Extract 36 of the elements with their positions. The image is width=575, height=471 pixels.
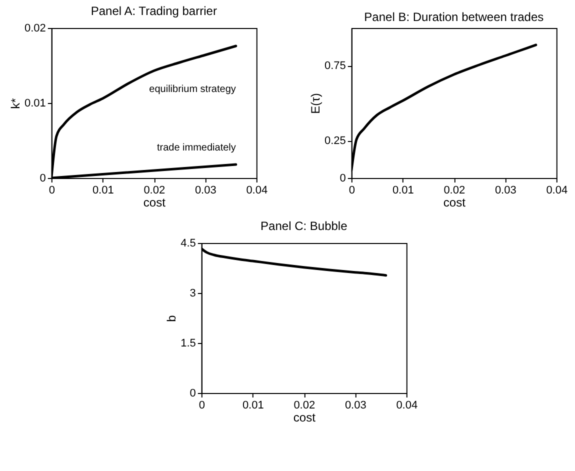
series-label: trade immediately <box>156 142 236 154</box>
x-tick-label: 0.01 <box>92 184 114 196</box>
x-tick-label: 0 <box>198 400 205 412</box>
y-tick-label: 0.02 <box>24 22 46 34</box>
y-axis-title: k* <box>8 98 22 109</box>
y-axis-title: E(τ) <box>308 93 322 114</box>
x-tick-label: 0.04 <box>396 400 418 412</box>
y-tick-label: 0.75 <box>324 60 346 72</box>
chart-title: Panel B: Duration between trades <box>364 10 544 24</box>
y-tick-label: 0 <box>340 172 346 184</box>
x-tick-label: 0.04 <box>546 184 568 196</box>
x-tick-label: 0.02 <box>444 184 466 196</box>
y-tick-label: 1.5 <box>180 338 196 350</box>
x-tick-label: 0.02 <box>294 400 316 412</box>
x-tick-label: 0.03 <box>494 184 516 196</box>
y-tick-label: 4.5 <box>180 238 196 250</box>
x-tick-label: 0 <box>348 184 355 196</box>
x-axis-title: cost <box>443 196 466 210</box>
y-tick-label: 3 <box>190 288 196 300</box>
x-tick-label: 0.03 <box>194 184 216 196</box>
y-axis-title: b <box>164 314 179 322</box>
chart-title: Panel C: Bubble <box>260 219 348 233</box>
x-tick-label: 0.03 <box>344 400 366 412</box>
y-tick-label: 0 <box>40 172 46 184</box>
x-tick-label: 0.01 <box>392 184 414 196</box>
y-tick-label: 0 <box>190 388 196 400</box>
x-axis-title: cost <box>293 410 316 424</box>
series-label: equilibrium strategy <box>149 84 236 95</box>
chart-title: Panel A: Trading barrier <box>90 4 217 18</box>
x-tick-label: 0.01 <box>242 400 264 412</box>
y-tick-label: 0.25 <box>324 135 346 147</box>
x-tick-label: 0.02 <box>144 184 166 196</box>
x-tick-label: 0.04 <box>246 184 268 196</box>
x-tick-label: 0 <box>48 184 55 196</box>
x-axis-title: cost <box>143 196 166 210</box>
y-tick-label: 0.01 <box>24 98 46 110</box>
